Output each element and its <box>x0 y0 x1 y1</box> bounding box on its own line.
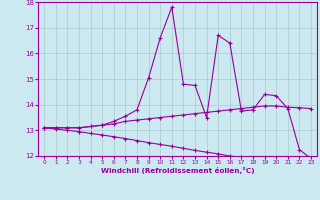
X-axis label: Windchill (Refroidissement éolien,°C): Windchill (Refroidissement éolien,°C) <box>101 167 254 174</box>
